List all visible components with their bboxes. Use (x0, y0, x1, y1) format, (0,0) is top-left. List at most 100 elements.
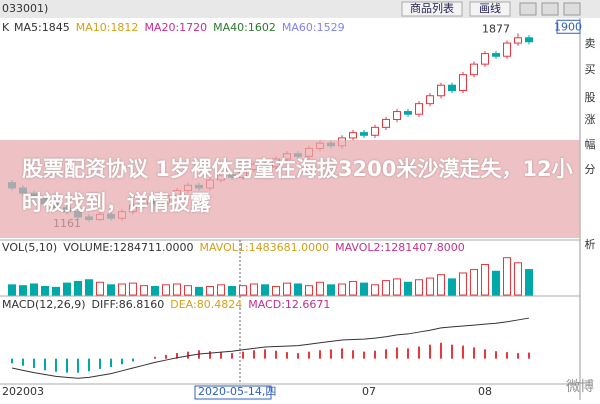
x-label: 2020-05-14,四 (198, 385, 276, 398)
volume-bar (349, 280, 357, 296)
volume-bar (316, 281, 324, 296)
volume-bar (294, 283, 302, 296)
watermark: 微博 (566, 379, 594, 395)
candle-body (360, 132, 368, 136)
candle-body (525, 37, 533, 43)
icon[interactable] (541, 2, 559, 16)
volume-bar (272, 286, 280, 296)
volume-bar (19, 285, 27, 296)
volume-bar (371, 284, 379, 296)
tick-box (556, 19, 581, 34)
volume-bar (107, 284, 115, 296)
volume-bar (118, 283, 126, 296)
button-bg[interactable] (469, 1, 511, 17)
volume-bar (85, 279, 93, 296)
indicator-label: DEA:80.4824 (170, 298, 242, 311)
indicator-label: MA10:1812 (76, 21, 139, 34)
icon[interactable] (563, 2, 581, 16)
candle-body (371, 126, 379, 136)
volume-bar (437, 274, 445, 296)
toolbar-button[interactable]: 商品列表 (410, 1, 454, 15)
x-label: 08 (478, 385, 492, 398)
side-menu-item[interactable]: 股 (585, 91, 596, 104)
candle-body (426, 95, 434, 105)
volume-bar (448, 278, 456, 296)
volume-bar (404, 281, 412, 296)
volume-bar (360, 282, 368, 296)
indicator-label: MA40:1602 (213, 21, 276, 34)
side-menu-item[interactable]: 涨 (585, 113, 596, 126)
candle-body (503, 42, 511, 57)
indicator-label: DIFF:86.8160 (92, 298, 165, 311)
side-menu-item[interactable]: 买 (585, 63, 596, 76)
indicator-label: MAVOL2:1281407.8000 (335, 241, 465, 254)
volume-bar (338, 283, 346, 296)
volume-bar (261, 284, 269, 296)
volume-bar (30, 283, 38, 296)
volume-bar (195, 286, 203, 296)
volume-bar (492, 270, 500, 296)
date-box (194, 385, 272, 400)
volume-bar (415, 279, 423, 296)
volume-bar (459, 272, 467, 296)
overlay-banner (0, 140, 580, 238)
volume-bar (228, 286, 236, 296)
volume-bar (239, 285, 247, 296)
volume-bar (283, 282, 291, 296)
volume-bar (184, 285, 192, 296)
volume-bar (305, 285, 313, 296)
candle-body (459, 74, 467, 91)
high-annotation: 1877 (482, 22, 510, 35)
indicator-label: MACD:12.6671 (248, 298, 330, 311)
indicator-label: MA20:1720 (144, 21, 207, 34)
volume-bar (382, 280, 390, 296)
volume-bar (151, 286, 159, 296)
toolbar-button[interactable]: 画线 (479, 1, 501, 15)
volume-bar (481, 263, 489, 296)
candle-body (448, 84, 456, 91)
indicator-label: VOL(5,10) (2, 241, 57, 254)
candle-body (481, 53, 489, 65)
side-menu-item[interactable]: 幅 (585, 138, 596, 151)
volume-bar (140, 285, 148, 296)
volume-bar (63, 282, 71, 296)
volume-bar (470, 269, 478, 296)
volume-bar (503, 257, 511, 296)
indicator-label: VOLUME:1284711.0000 (63, 241, 193, 254)
volume-bar (96, 281, 104, 296)
candle-body (514, 37, 522, 44)
side-menu-item[interactable]: 卖 (585, 37, 596, 50)
volume-bar (74, 280, 82, 296)
y-tick-label: 1900 (554, 20, 582, 33)
candle-body (349, 132, 357, 139)
indicator-label: MA60:1529 (282, 21, 345, 34)
volume-bar (52, 286, 60, 296)
button-bg[interactable] (401, 1, 463, 17)
headline: 股票配资协议 1岁裸体男童在海拔3200米沙漠走失，12小时被找到，详情披露 (22, 157, 573, 215)
volume-bar (8, 284, 16, 296)
volume-bar (426, 277, 434, 296)
volume-bar (217, 284, 225, 296)
diff-line (11, 317, 530, 379)
volume-bar (162, 284, 170, 296)
side-menu-item[interactable]: 分 (585, 163, 596, 176)
indicator-label: MAVOL1:1483681.0000 (199, 241, 329, 254)
volume-bar (327, 284, 335, 296)
indicator-label: MA5:1845 (14, 21, 70, 34)
candle-body (415, 103, 423, 115)
indicator-label: MACD(12,26,9) (2, 298, 86, 311)
candle-body (382, 118, 390, 128)
volume-bar (525, 269, 533, 296)
volume-bar (173, 283, 181, 296)
volume-bar (41, 286, 49, 296)
candle-body (437, 84, 445, 97)
candle-body (470, 63, 478, 76)
candle-body (492, 53, 500, 57)
volume-bar (129, 282, 137, 296)
icon[interactable] (519, 2, 537, 16)
side-menu-item[interactable]: 析 (585, 237, 596, 251)
volume-bar (206, 286, 214, 296)
volume-bar (514, 262, 522, 296)
